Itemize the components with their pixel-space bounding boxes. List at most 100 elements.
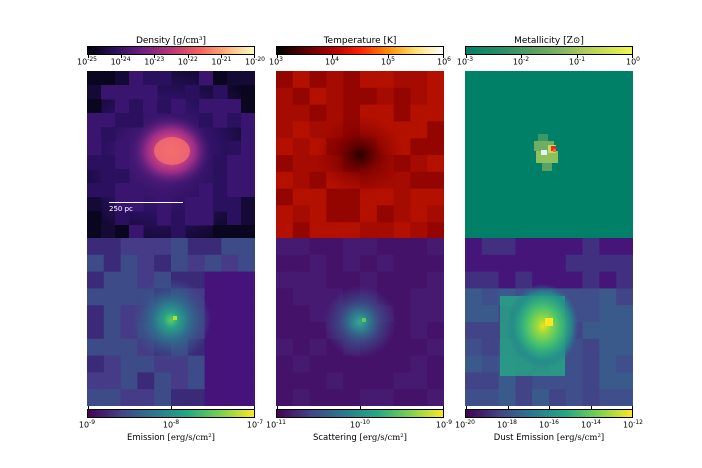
density-tick-mark <box>88 55 89 58</box>
map-pixel <box>238 254 255 273</box>
map-pixel <box>171 389 189 406</box>
map-pixel <box>101 183 116 198</box>
map-pixel <box>157 71 172 86</box>
map-pixel <box>549 254 567 273</box>
scattering-tick-mark <box>443 406 444 409</box>
map-pixel <box>171 254 189 273</box>
map-pixel <box>360 87 378 106</box>
map-pixel <box>309 389 327 406</box>
map-pixel <box>276 338 294 357</box>
map-pixel <box>115 225 130 239</box>
map-pixel <box>276 372 294 390</box>
map-pixel <box>227 225 242 239</box>
map-pixel <box>393 271 411 289</box>
map-pixel <box>360 71 378 89</box>
map-pixel <box>103 338 122 357</box>
map-pixel <box>241 169 255 184</box>
map-pixel <box>171 99 186 114</box>
density-tick-label: 10-23 <box>144 56 165 67</box>
map-pixel <box>276 71 294 89</box>
map-pixel <box>309 338 327 357</box>
map-pixel <box>309 238 327 256</box>
map-pixel <box>582 372 600 390</box>
dust-emission-label-text: Dust Emission <box>493 433 554 443</box>
map-pixel <box>115 85 130 100</box>
map-pixel <box>549 238 567 256</box>
map-pixel <box>103 271 122 289</box>
map-pixel <box>87 238 105 256</box>
map-pixel <box>292 322 311 340</box>
map-pixel <box>410 121 428 139</box>
map-pixel <box>326 222 344 239</box>
map-pixel <box>343 87 361 106</box>
metallicity-tick-label: 10-1 <box>568 56 586 67</box>
map-pixel <box>427 322 444 340</box>
map-pixel <box>481 305 500 323</box>
map-pixel <box>221 288 239 306</box>
metallicity-title: Metallicity [Z⊙] <box>465 36 633 46</box>
map-pixel <box>309 205 327 223</box>
map-pixel <box>326 254 344 273</box>
map-pixel <box>129 99 144 114</box>
map-pixel <box>481 389 500 406</box>
map-pixel <box>120 288 138 306</box>
map-pixel <box>616 372 633 390</box>
scattering-tick-mark <box>360 406 361 409</box>
map-pixel <box>276 222 294 239</box>
map-pixel <box>129 113 144 128</box>
map-pixel <box>87 225 102 239</box>
map-pixel <box>515 254 533 273</box>
map-pixel <box>481 322 500 340</box>
map-pixel <box>427 121 444 139</box>
map-pixel <box>238 305 255 323</box>
map-pixel <box>465 389 483 406</box>
map-pixel <box>238 389 255 406</box>
map-pixel <box>101 169 116 184</box>
map-pixel <box>120 338 138 357</box>
map-pixel <box>204 238 222 256</box>
emission-label-unit: [erg/s/cm²] <box>167 433 216 443</box>
map-pixel <box>393 254 411 273</box>
map-pixel <box>185 211 200 226</box>
map-pixel <box>582 389 600 406</box>
map-pixel <box>87 254 105 273</box>
map-pixel <box>616 305 633 323</box>
map-pixel <box>599 288 617 306</box>
density-tick-mark <box>121 55 123 58</box>
map-pixel <box>410 171 428 190</box>
map-pixel <box>376 238 395 256</box>
map-pixel <box>238 322 255 340</box>
dust-emission-map-svg <box>465 238 633 406</box>
map-pixel <box>309 271 327 289</box>
map-pixel <box>393 355 411 373</box>
map-pixel <box>410 87 428 106</box>
temperature-tick-mark <box>387 55 389 58</box>
scattering-tick-label: 10-9 <box>435 419 453 430</box>
map-pixel <box>87 113 102 128</box>
map-pixel <box>465 338 483 357</box>
map-pixel <box>309 288 327 306</box>
map-pixel <box>276 121 294 139</box>
map-pixel <box>143 99 158 114</box>
map-pixel <box>410 71 428 89</box>
map-pixel <box>187 238 206 256</box>
metallicity-tick-mark <box>576 55 578 58</box>
map-pixel <box>565 238 584 256</box>
emission-colorbar <box>87 406 255 418</box>
map-pixel <box>616 254 633 273</box>
map-pixel <box>238 338 255 357</box>
map-pixel <box>137 238 155 256</box>
map-pixel <box>137 355 155 373</box>
map-pixel <box>204 254 222 273</box>
map-pixel <box>582 271 600 289</box>
dust-emission-tick-label: 10-16 <box>539 419 559 430</box>
map-pixel <box>276 355 294 373</box>
map-pixel <box>343 71 361 89</box>
emission-label: Emission [erg/s/cm²] <box>87 433 255 443</box>
density-title: Density [g/cm³] <box>87 36 255 46</box>
map-pixel <box>241 99 255 114</box>
scale-bar <box>109 202 183 203</box>
map-pixel <box>582 288 600 306</box>
map-pixel <box>309 254 327 273</box>
map-pixel <box>410 271 428 289</box>
